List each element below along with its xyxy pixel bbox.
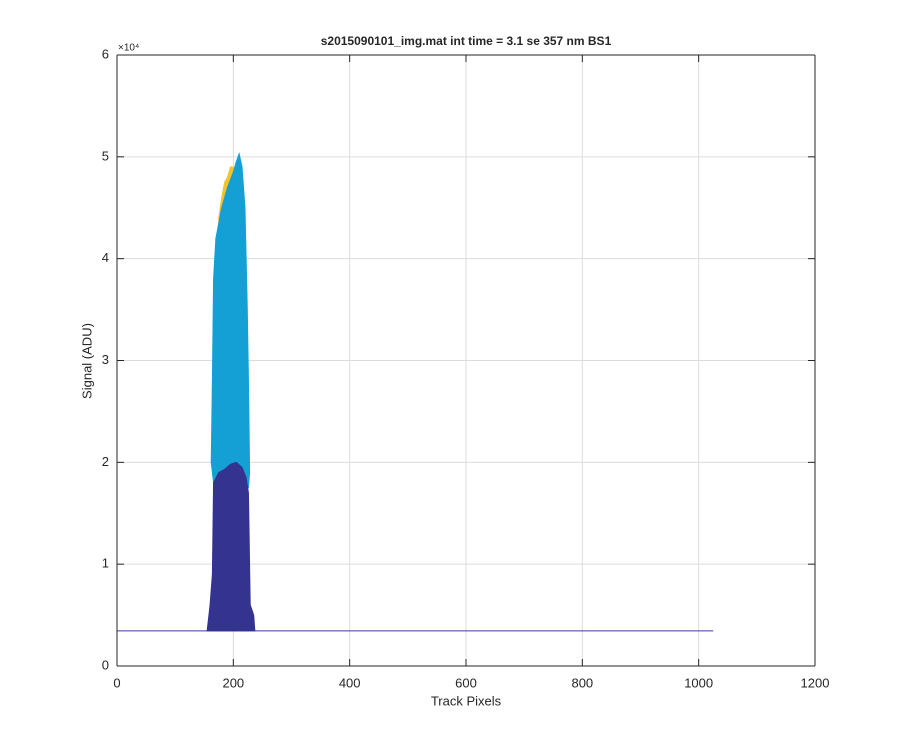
y-tick-label: 6 xyxy=(102,46,109,61)
area xyxy=(206,461,256,632)
y-tick-label: 1 xyxy=(102,556,109,571)
chart-title: s2015090101_img.mat int time = 3.1 se 35… xyxy=(321,34,612,48)
x-tick-label: 800 xyxy=(571,675,593,690)
y-axis-label: Signal (ADU) xyxy=(79,323,94,399)
y-exponent-label: ×10⁴ xyxy=(118,43,139,54)
y-tick-label: 5 xyxy=(102,148,109,163)
x-tick-label: 400 xyxy=(339,675,361,690)
x-tick-label: 600 xyxy=(455,675,477,690)
x-axis-label: Track Pixels xyxy=(431,693,502,708)
area xyxy=(210,151,251,489)
x-tick-label: 200 xyxy=(222,675,244,690)
y-tick-label: 2 xyxy=(102,454,109,469)
x-tick-label: 0 xyxy=(113,675,120,690)
y-tick-label: 4 xyxy=(102,250,109,265)
x-tick-label: 1200 xyxy=(801,675,830,690)
x-tick-label: 1000 xyxy=(684,675,713,690)
y-tick-label: 3 xyxy=(102,352,109,367)
y-tick-label: 0 xyxy=(102,657,109,672)
